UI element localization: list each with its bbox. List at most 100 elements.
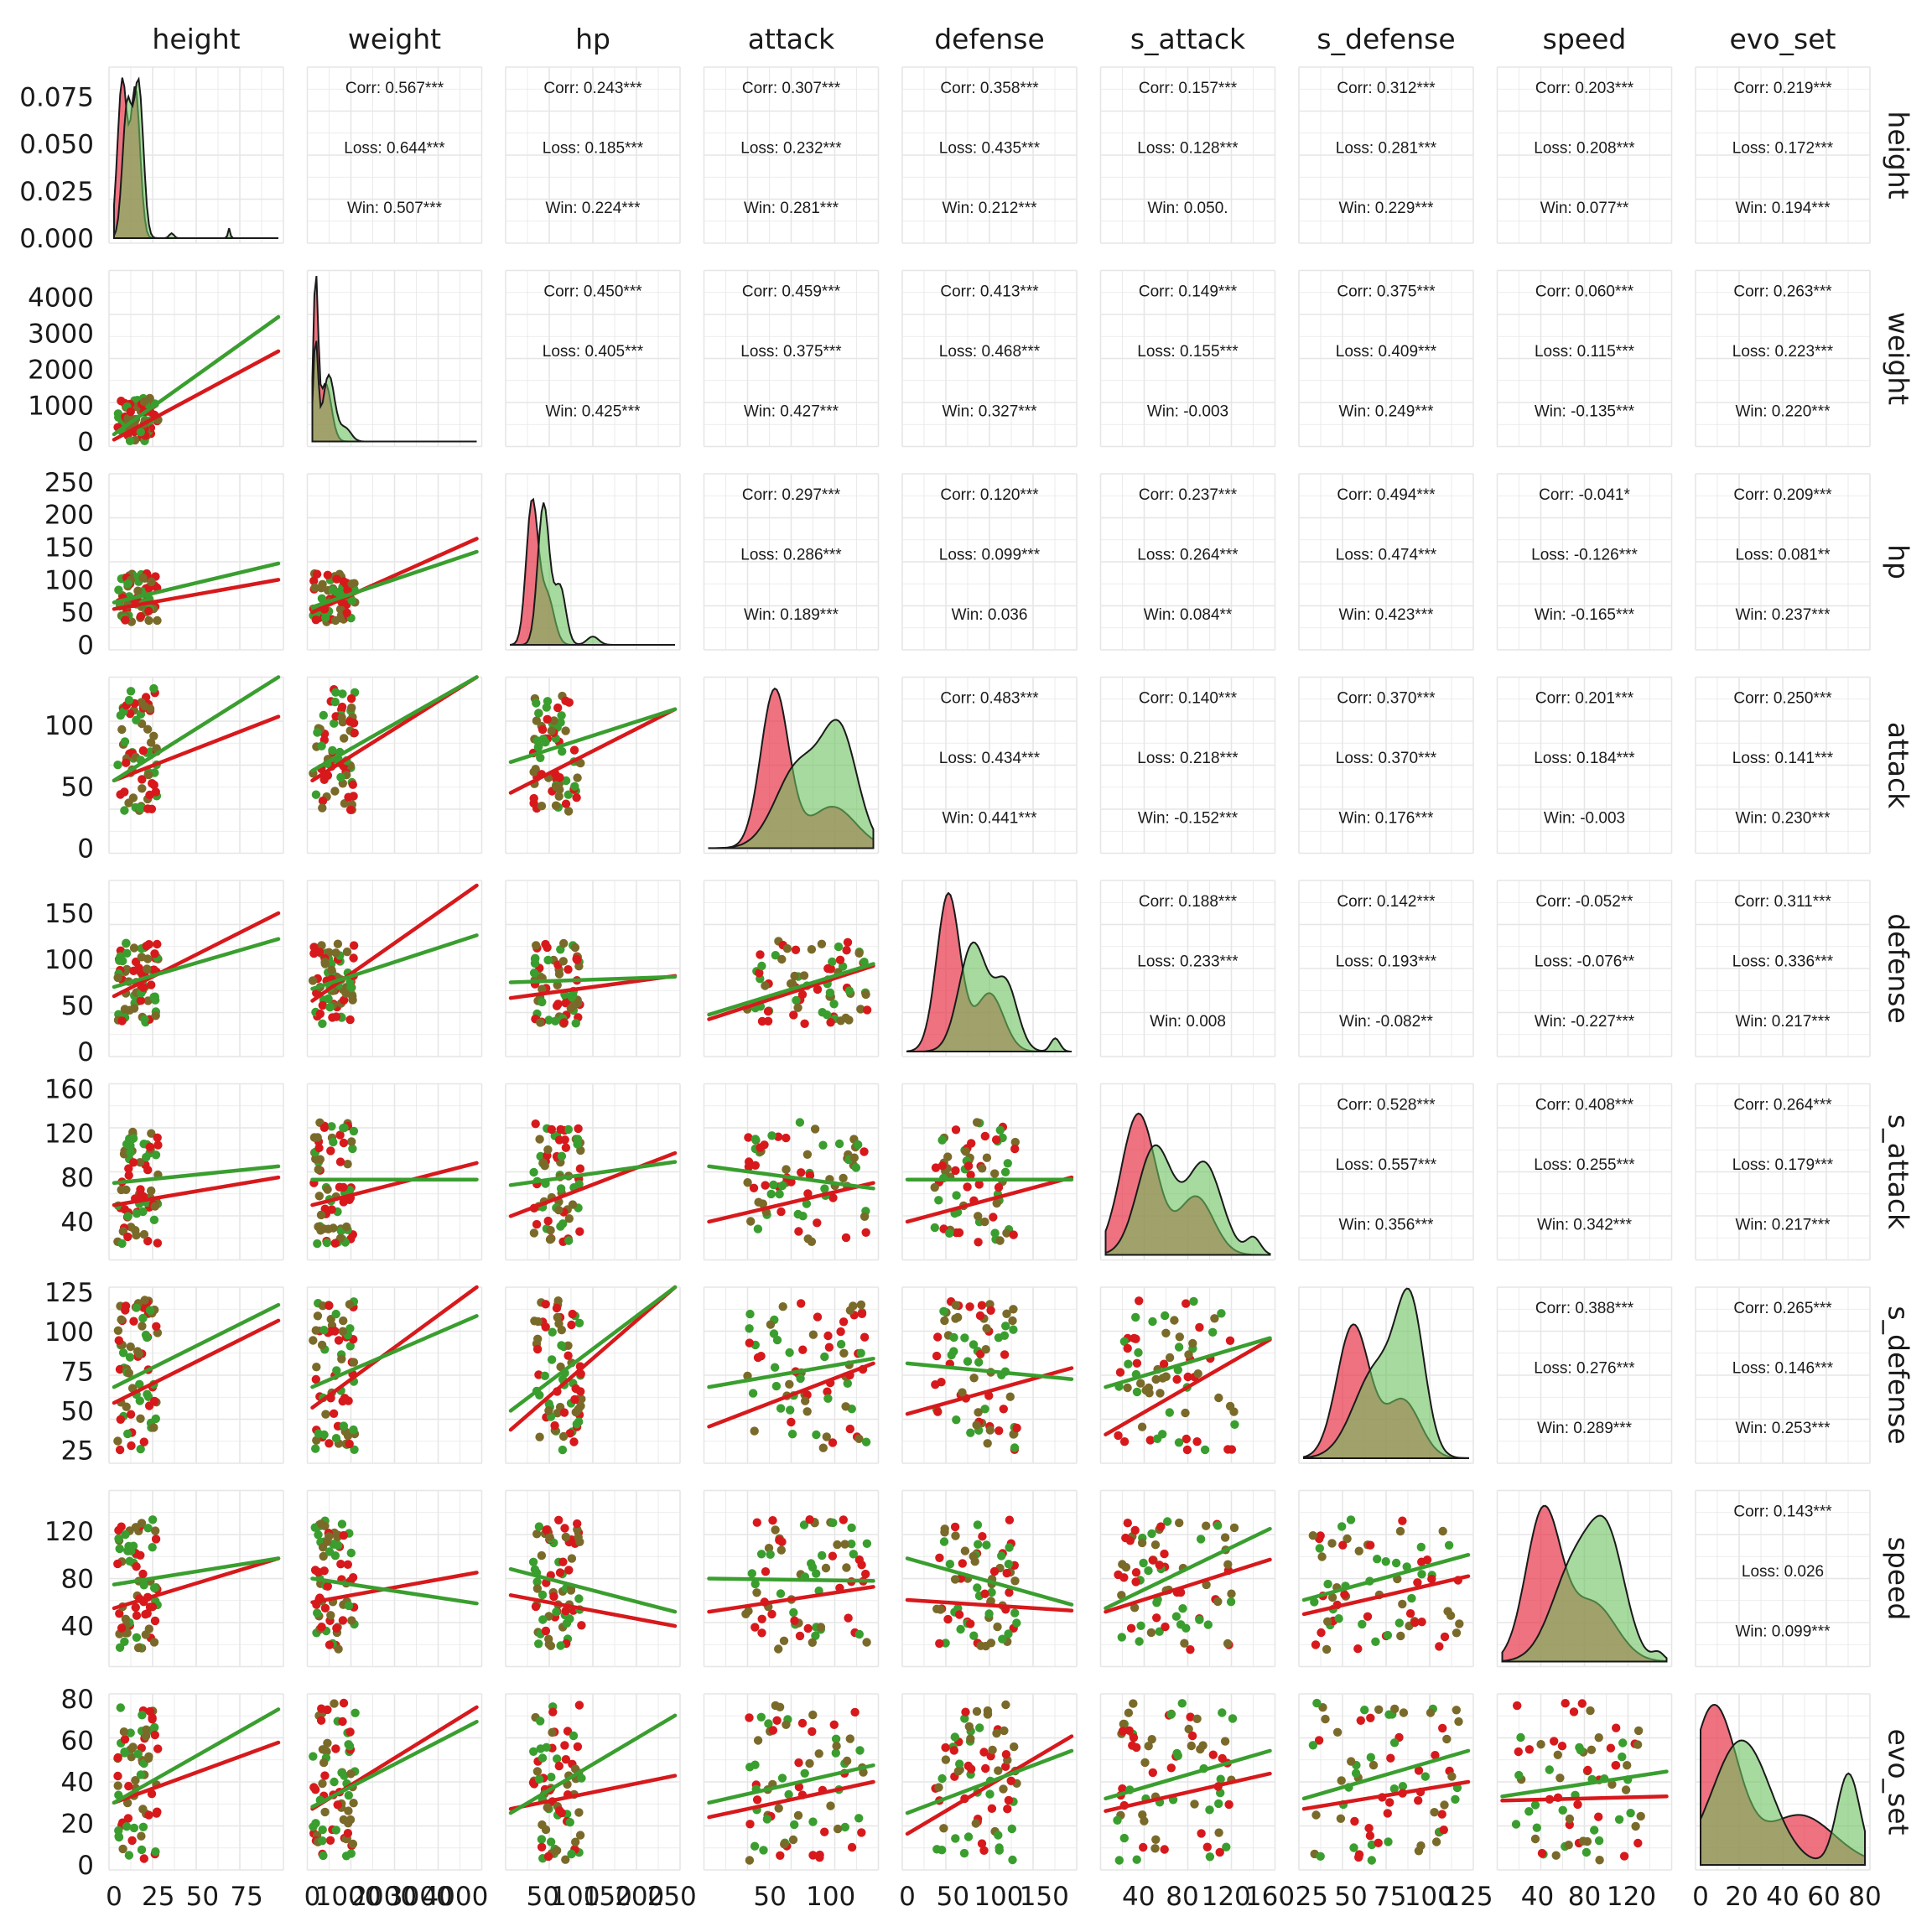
scatter-point (151, 1150, 161, 1160)
scatter-point (150, 1730, 159, 1740)
scatter-point (337, 713, 346, 722)
scatter-point (574, 1124, 583, 1134)
regression-line-win (112, 1556, 281, 1587)
scatter-point (314, 1192, 324, 1201)
scatter-point (1010, 1144, 1020, 1154)
scatter-point (134, 963, 143, 973)
correlation-corr-height-speed: Corr: 0.203*** (1535, 80, 1634, 97)
scatter-point (330, 697, 340, 707)
scatter-point (756, 1712, 766, 1722)
correlation-corr-height-weight: Corr: 0.567*** (345, 80, 444, 97)
scatter-point (572, 954, 581, 963)
scatter-point (343, 585, 352, 595)
scatter-point (532, 1577, 542, 1587)
scatter-point (775, 1535, 784, 1545)
scatter-point (967, 1764, 976, 1774)
scatter-point (576, 758, 585, 768)
scatter-point (994, 1766, 1003, 1775)
scatter-point (965, 1302, 974, 1311)
y-tick-label: 0.025 (19, 177, 94, 207)
scatter-point (122, 1798, 132, 1808)
scatter-point (114, 1832, 124, 1842)
scatter-point (745, 1338, 754, 1348)
scatter-point (149, 1215, 159, 1225)
scatter-s_attack-vs-defense (905, 1118, 1074, 1247)
scatter-point (756, 1352, 766, 1361)
scatter-point (1139, 1558, 1148, 1568)
density-s_attack (1104, 1112, 1271, 1256)
regression-line-win (905, 1748, 1074, 1815)
y-tick-label: 0 (77, 834, 94, 865)
scatter-point (754, 1197, 763, 1207)
scatter-point (1005, 1392, 1015, 1401)
scatter-point (124, 1164, 133, 1173)
scatter-point (532, 1584, 543, 1593)
scatter-point (560, 1524, 569, 1533)
scatter-point (543, 1216, 553, 1226)
scatter-point (808, 1330, 818, 1339)
correlation-win-attack-defense: Win: 0.441*** (942, 810, 1037, 828)
scatter-point (542, 1742, 551, 1752)
x-tick-label: 100 (550, 1882, 600, 1912)
regression-line-win (707, 1576, 875, 1583)
density-defense (906, 891, 1072, 1052)
scatter-point (129, 1317, 138, 1326)
scatter-point (1228, 1714, 1238, 1723)
scatter-point (140, 702, 149, 711)
scatter-point (757, 1628, 766, 1638)
x-tick-label: 0 (1692, 1882, 1709, 1912)
scatter-point (532, 699, 541, 708)
correlation-corr-defense-s_defense: Corr: 0.142*** (1337, 893, 1436, 911)
scatter-point (345, 1815, 356, 1825)
scatter-point (941, 1742, 950, 1753)
scatter-point (743, 1178, 752, 1187)
scatter-point (805, 1171, 815, 1180)
regression-line-loss (707, 1585, 875, 1614)
scatter-point (744, 1133, 753, 1142)
scatter-point (951, 1166, 960, 1176)
correlation-corr-weight-defense: Corr: 0.413*** (940, 283, 1039, 301)
scatter-point (331, 1744, 340, 1753)
scatter-point (749, 1183, 759, 1193)
scatter-point (764, 1719, 773, 1728)
scatter-point (561, 1532, 570, 1542)
scatter-point (843, 1379, 852, 1389)
scatter-point (799, 1520, 809, 1530)
scatter-point (1551, 1851, 1561, 1860)
correlation-loss-hp-s_attack: Loss: 0.264*** (1137, 547, 1239, 564)
correlation-corr-height-s_attack: Corr: 0.157*** (1139, 80, 1238, 97)
scatter-point (555, 1568, 565, 1577)
scatter-point (762, 1815, 772, 1824)
scatter-point (836, 1327, 845, 1337)
scatter-point (1557, 1742, 1567, 1751)
scatter-point (1626, 1809, 1635, 1818)
scatter-point (318, 1019, 327, 1029)
correlation-win-s_attack-speed: Win: 0.342*** (1537, 1217, 1633, 1234)
scatter-point (318, 579, 327, 589)
scatter-point (847, 1540, 856, 1549)
regression-line-win (508, 974, 678, 984)
scatter-point (799, 971, 809, 980)
scatter-point (340, 734, 349, 743)
panel-hp-defense (901, 473, 1078, 651)
scatter-point (999, 1784, 1008, 1794)
scatter-point (797, 1718, 808, 1728)
scatter-point (148, 1602, 158, 1612)
scatter-point (565, 1429, 574, 1438)
panel-attack-speed (1496, 676, 1673, 854)
regression-line-win (1104, 1336, 1272, 1389)
scatter-point (309, 1822, 318, 1831)
scatter-point (785, 1348, 794, 1358)
scatter-point (126, 1410, 136, 1419)
scatter-point (143, 1166, 153, 1175)
scatter-attack-vs-weight (309, 675, 479, 814)
scatter-point (1224, 1800, 1233, 1810)
y-tick-label: 75 (61, 1357, 94, 1387)
scatter-point (857, 1309, 867, 1319)
regression-line-win (508, 1713, 678, 1815)
scatter-point (974, 1358, 984, 1367)
scatter-point (989, 1213, 998, 1222)
scatter-point (1384, 1837, 1393, 1846)
scatter-point (979, 1846, 989, 1855)
scatter-point (1581, 1847, 1592, 1857)
